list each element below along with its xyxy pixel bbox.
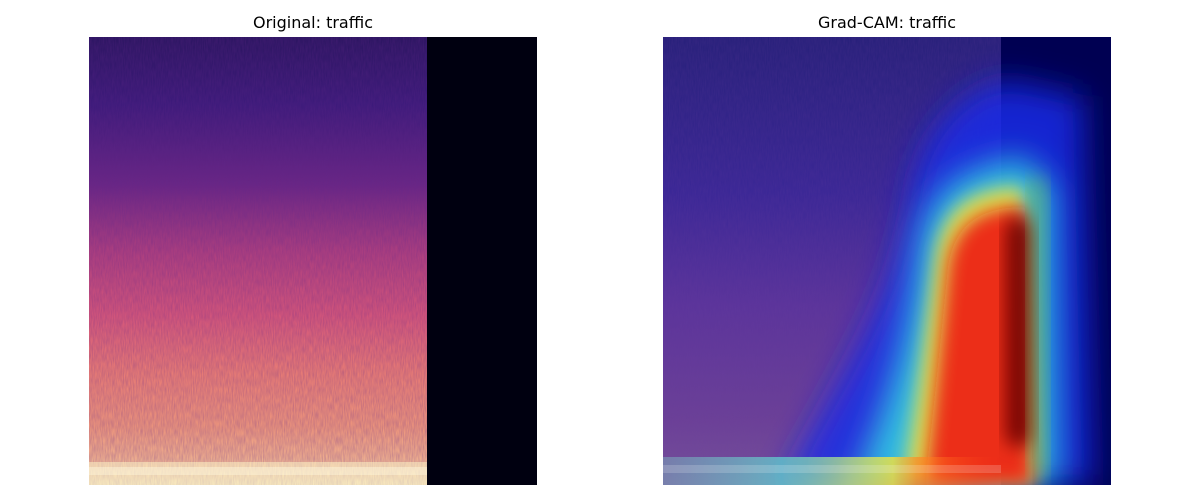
original-spectrogram-svg [89, 37, 537, 485]
original-spectrogram-image [89, 37, 537, 485]
panel-title-original: Original: traffic [252, 13, 373, 32]
gradcam-overlay-svg [663, 37, 1111, 485]
panel-title-gradcam: Grad-CAM: traffic [817, 13, 957, 32]
gradcam-overlay-image [663, 37, 1111, 485]
